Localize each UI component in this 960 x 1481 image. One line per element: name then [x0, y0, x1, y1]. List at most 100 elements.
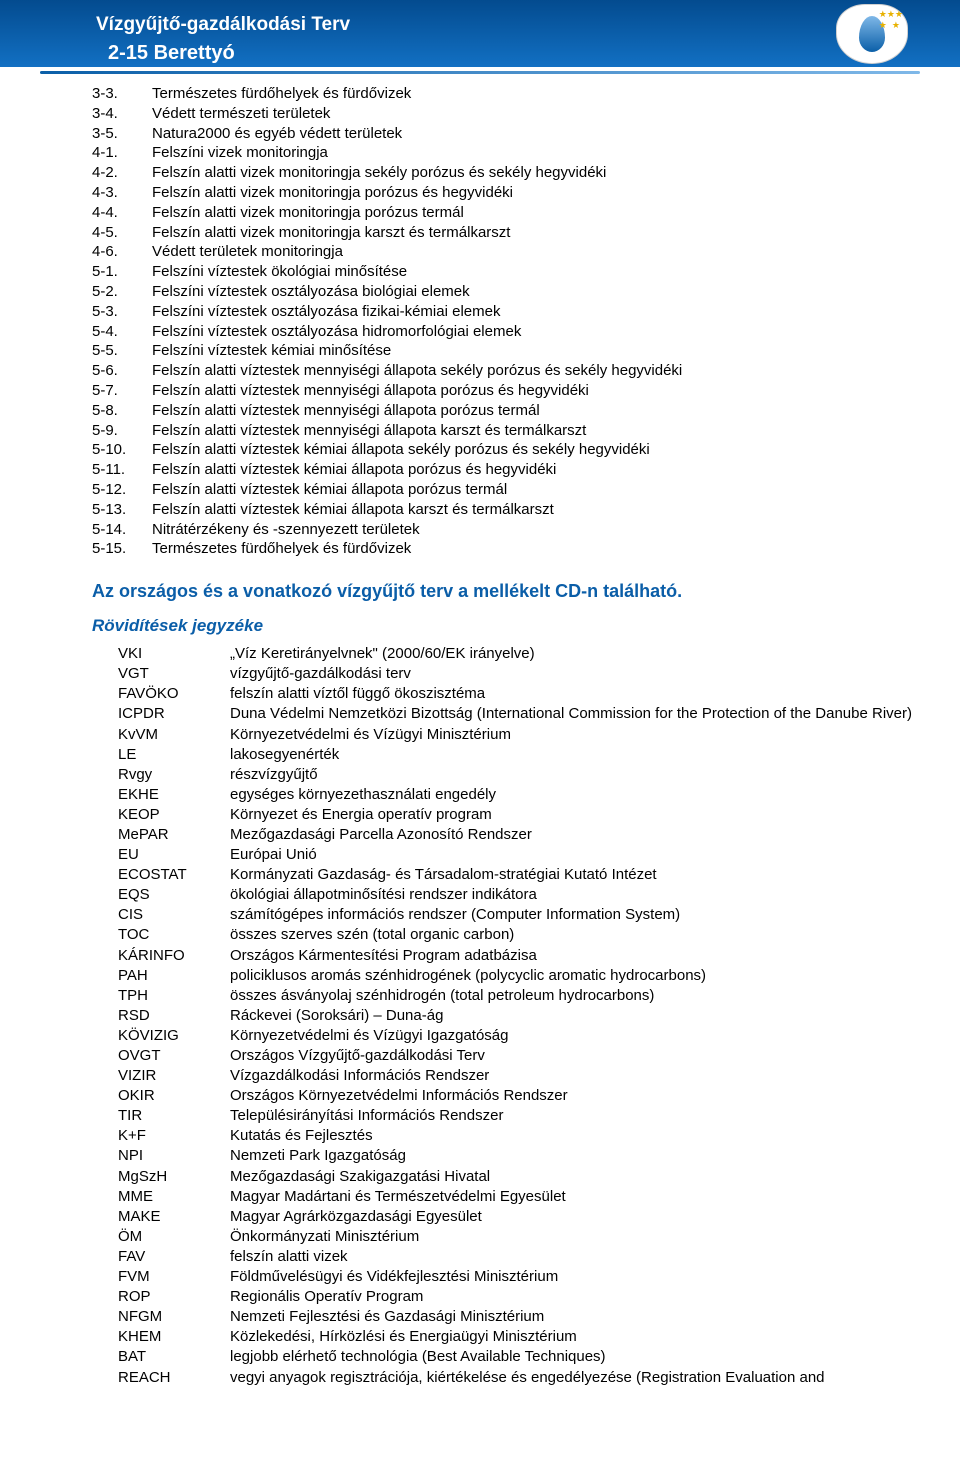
list-item-number: 4-5.: [92, 223, 152, 243]
list-item-number: 5-11.: [92, 460, 152, 480]
abbrev-code: NFGM: [118, 1307, 230, 1327]
list-item: 5-12.Felszín alatti víztestek kémiai áll…: [92, 480, 920, 500]
abbrev-code: TPH: [118, 986, 230, 1006]
abbrev-definition: Közlekedési, Hírközlési és Energiaügyi M…: [230, 1327, 577, 1347]
abbrev-code: EU: [118, 845, 230, 865]
list-item-number: 5-14.: [92, 520, 152, 540]
abbrev-code: VKI: [118, 644, 230, 664]
abbrev-row: EUEurópai Unió: [118, 845, 920, 865]
list-item-number: 4-3.: [92, 183, 152, 203]
abbrev-definition: Mezőgazdasági Szakigazgatási Hivatal: [230, 1167, 490, 1187]
abbrev-code: VGT: [118, 664, 230, 684]
list-item-number: 5-7.: [92, 381, 152, 401]
abbrev-code: MePAR: [118, 825, 230, 845]
list-item-number: 5-10.: [92, 440, 152, 460]
list-item: 4-6.Védett területek monitoringja: [92, 242, 920, 262]
abbrev-code: VIZIR: [118, 1066, 230, 1086]
abbrev-definition: Országos Vízgyűjtő-gazdálkodási Terv: [230, 1046, 485, 1066]
list-item-text: Felszíni víztestek ökológiai minősítése: [152, 262, 407, 282]
list-item: 4-4.Felszín alatti vizek monitoringja po…: [92, 203, 920, 223]
abbrev-definition: Vízgazdálkodási Információs Rendszer: [230, 1066, 489, 1086]
list-item-text: Felszíni víztestek osztályozása fizikai-…: [152, 302, 500, 322]
abbrev-row: TIRTelepülésirányítási Információs Rends…: [118, 1106, 920, 1126]
abbrev-row: MMEMagyar Madártani és Természetvédelmi …: [118, 1187, 920, 1207]
list-item-number: 5-1.: [92, 262, 152, 282]
list-item: 5-14.Nitrátérzékeny és -szennyezett terü…: [92, 520, 920, 540]
list-item: 5-1.Felszíni víztestek ökológiai minősít…: [92, 262, 920, 282]
abbrev-code: K+F: [118, 1126, 230, 1146]
abbrev-code: KEOP: [118, 805, 230, 825]
abbrev-code: EKHE: [118, 785, 230, 805]
list-item: 5-6.Felszín alatti víztestek mennyiségi …: [92, 361, 920, 381]
abbrev-code: MME: [118, 1187, 230, 1207]
list-item-text: Natura2000 és egyéb védett területek: [152, 124, 402, 144]
list-item-number: 5-2.: [92, 282, 152, 302]
abbrev-code: Rvgy: [118, 765, 230, 785]
list-item: 5-11.Felszín alatti víztestek kémiai áll…: [92, 460, 920, 480]
abbrev-row: KEOPKörnyezet és Energia operatív progra…: [118, 805, 920, 825]
abbrev-row: LElakosegyenérték: [118, 745, 920, 765]
abbrev-code: TOC: [118, 925, 230, 945]
abbrev-definition: Magyar Agrárközgazdasági Egyesület: [230, 1207, 482, 1227]
abbrev-row: OKIROrszágos Környezetvédelmi Információ…: [118, 1086, 920, 1106]
section-heading-national: Az országos és a vonatkozó vízgyűjtő ter…: [92, 581, 920, 602]
list-item: 4-3.Felszín alatti vizek monitoringja po…: [92, 183, 920, 203]
header-title-1: Vízgyűjtő-gazdálkodási Terv: [0, 14, 960, 36]
list-item-text: Felszín alatti vizek monitoringja karszt…: [152, 223, 510, 243]
abbrev-definition: Településirányítási Információs Rendszer: [230, 1106, 503, 1126]
list-item: 5-13.Felszín alatti víztestek kémiai áll…: [92, 500, 920, 520]
abbrev-definition: lakosegyenérték: [230, 745, 339, 765]
abbrev-definition: Környezet és Energia operatív program: [230, 805, 492, 825]
abbrev-definition: összes ásványolaj szénhidrogén (total pe…: [230, 986, 654, 1006]
abbrev-code: KÁRINFO: [118, 946, 230, 966]
abbrev-code: OVGT: [118, 1046, 230, 1066]
list-item: 4-5.Felszín alatti vizek monitoringja ka…: [92, 223, 920, 243]
list-item-text: Felszín alatti víztestek mennyiségi álla…: [152, 421, 586, 441]
list-item: 3-5.Natura2000 és egyéb védett területek: [92, 124, 920, 144]
abbrev-row: KvVMKörnyezetvédelmi és Vízügyi Miniszté…: [118, 725, 920, 745]
abbrev-row: KÁRINFOOrszágos Kármentesítési Program a…: [118, 946, 920, 966]
abbrev-code: FAVÖKO: [118, 684, 230, 704]
abbrev-code: RSD: [118, 1006, 230, 1026]
abbrev-code: MgSzH: [118, 1167, 230, 1187]
list-item: 3-3.Természetes fürdőhelyek és fürdővize…: [92, 84, 920, 104]
abbrev-definition: Országos Kármentesítési Program adatbázi…: [230, 946, 537, 966]
abbrev-row: EQSökológiai állapotminősítési rendszer …: [118, 885, 920, 905]
abbrev-code: TIR: [118, 1106, 230, 1126]
abbrev-code: BAT: [118, 1347, 230, 1367]
list-item: 5-15.Természetes fürdőhelyek és fürdőviz…: [92, 539, 920, 559]
abbrev-row: KHEMKözlekedési, Hírközlési és Energiaüg…: [118, 1327, 920, 1347]
list-item-text: Felszín alatti víztestek kémiai állapota…: [152, 440, 650, 460]
abbrev-definition: Mezőgazdasági Parcella Azonosító Rendsze…: [230, 825, 532, 845]
abbrev-code: PAH: [118, 966, 230, 986]
abbrev-definition: „Víz Keretirányelvnek" (2000/60/EK irány…: [230, 644, 535, 664]
abbrev-definition: egységes környezethasználati engedély: [230, 785, 496, 805]
list-item: 5-5.Felszíni víztestek kémiai minősítése: [92, 341, 920, 361]
list-item-number: 5-15.: [92, 539, 152, 559]
numbered-list: 3-3.Természetes fürdőhelyek és fürdővize…: [92, 84, 920, 559]
list-item-text: Nitrátérzékeny és -szennyezett területek: [152, 520, 420, 540]
list-item-number: 4-6.: [92, 242, 152, 262]
list-item-number: 5-5.: [92, 341, 152, 361]
abbrev-row: ICPDRDuna Védelmi Nemzetközi Bizottság (…: [118, 704, 920, 724]
abbrev-code: LE: [118, 745, 230, 765]
abbrev-row: PAHpoliciklusos aromás szénhidrogének (p…: [118, 966, 920, 986]
abbrev-code: KÖVIZIG: [118, 1026, 230, 1046]
abbrev-definition: Nemzeti Park Igazgatóság: [230, 1146, 406, 1166]
list-item-number: 5-8.: [92, 401, 152, 421]
list-item: 4-1.Felszíni vizek monitoringja: [92, 143, 920, 163]
list-item-text: Felszín alatti víztestek mennyiségi álla…: [152, 361, 682, 381]
abbrev-row: VKI„Víz Keretirányelvnek" (2000/60/EK ir…: [118, 644, 920, 664]
section-heading-abbrev: Rövidítések jegyzéke: [92, 616, 920, 636]
abbrev-row: VIZIRVízgazdálkodási Információs Rendsze…: [118, 1066, 920, 1086]
list-item-text: Felszíni víztestek kémiai minősítése: [152, 341, 391, 361]
list-item-number: 5-3.: [92, 302, 152, 322]
list-item-number: 5-4.: [92, 322, 152, 342]
list-item-number: 4-4.: [92, 203, 152, 223]
page-content: 3-3.Természetes fürdőhelyek és fürdővize…: [0, 84, 960, 1428]
abbrev-row: REACHvegyi anyagok regisztrációja, kiért…: [118, 1368, 920, 1388]
abbrev-code: CIS: [118, 905, 230, 925]
abbrev-definition: Környezetvédelmi és Vízügyi Minisztérium: [230, 725, 511, 745]
list-item-number: 5-9.: [92, 421, 152, 441]
list-item-text: Felszín alatti víztestek kémiai állapota…: [152, 460, 556, 480]
